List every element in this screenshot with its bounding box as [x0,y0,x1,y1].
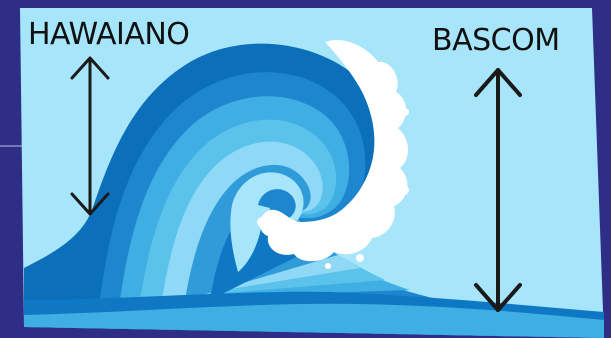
wave-curl-inner [258,189,296,221]
foam-splash [257,40,409,269]
label-bascom: BASCOM [432,23,560,58]
double-arrow-icon [70,56,110,216]
wave-bottom-highlight [24,303,604,338]
double-arrow-icon [474,68,522,312]
label-hawaiano: HAWAIANO [28,17,190,52]
